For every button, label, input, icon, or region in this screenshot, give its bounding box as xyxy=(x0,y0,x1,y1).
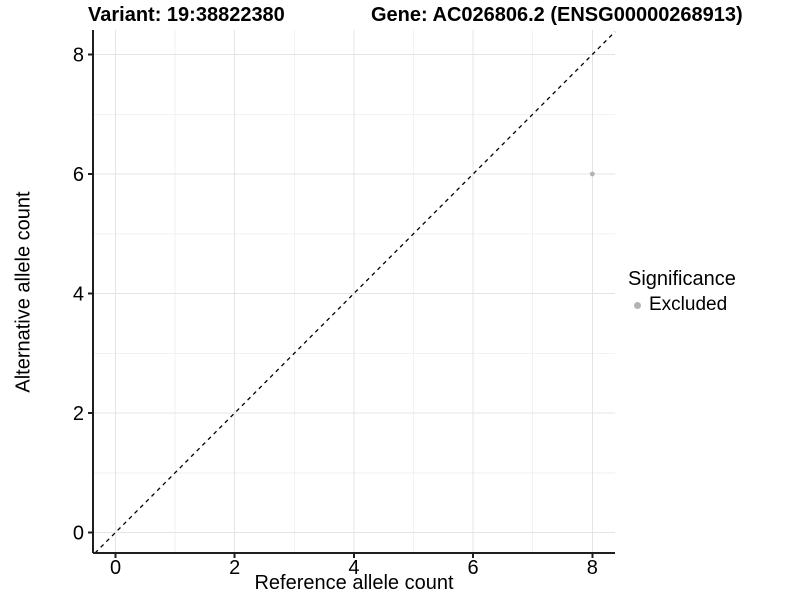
variant-title: Variant: 19:38822380 xyxy=(88,4,285,26)
y-tick-label: 8 xyxy=(73,45,84,67)
x-tick-label: 4 xyxy=(348,557,359,579)
x-tick-label: 6 xyxy=(468,557,479,579)
legend-item-label: Excluded xyxy=(649,294,728,315)
identity-line xyxy=(94,31,616,554)
x-tick-label: 8 xyxy=(587,557,598,579)
x-axis-title: Reference allele count xyxy=(254,572,454,594)
legend-items: Excluded xyxy=(628,294,736,316)
legend-marker-icon xyxy=(634,301,641,309)
legend: Significance Excluded xyxy=(628,267,736,316)
y-tick-label: 4 xyxy=(73,284,84,306)
legend-item: Excluded xyxy=(628,294,736,316)
y-tick-label: 0 xyxy=(73,523,84,545)
legend-title: Significance xyxy=(628,268,736,290)
y-tick-label: 2 xyxy=(73,403,84,425)
x-tick-label: 2 xyxy=(229,557,240,579)
gene-title: Gene: AC026806.2 (ENSG00000268913) xyxy=(371,4,743,26)
y-tick-label: 6 xyxy=(73,164,84,186)
x-tick-label: 0 xyxy=(110,557,121,579)
y-axis-title: Alternative allele count xyxy=(12,191,35,393)
data-point xyxy=(589,171,595,177)
